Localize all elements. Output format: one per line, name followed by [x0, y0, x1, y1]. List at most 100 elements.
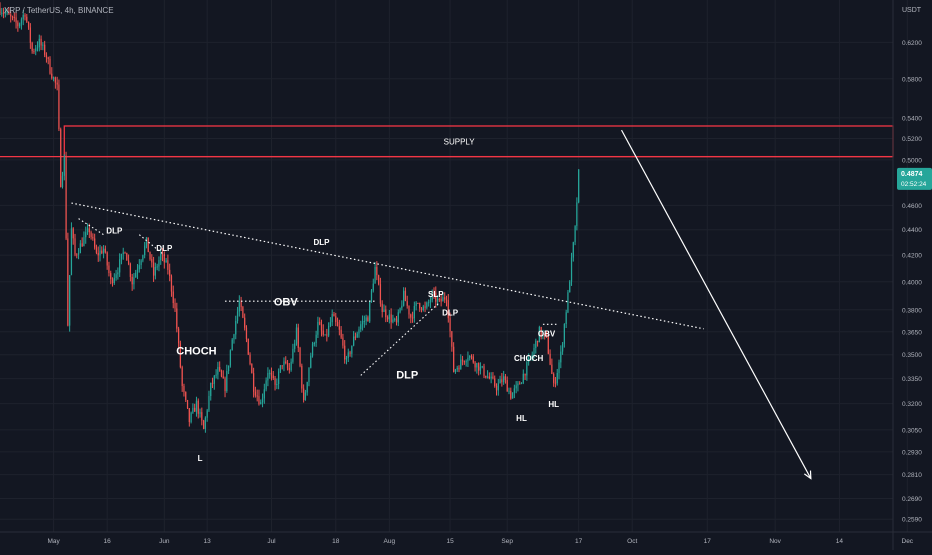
x-tick-label: May	[47, 538, 60, 545]
candle-body	[251, 364, 253, 374]
candle-body	[235, 320, 237, 335]
candle-body	[11, 16, 14, 18]
candle-body	[81, 243, 83, 247]
candle-body	[304, 392, 307, 400]
candle-body	[351, 345, 353, 354]
candle-body	[22, 14, 24, 20]
candle-body	[467, 357, 469, 362]
candle-body	[72, 228, 74, 239]
candle-body	[510, 390, 512, 399]
candle-body	[349, 352, 351, 354]
candle-body	[220, 370, 223, 377]
candle-body	[431, 292, 433, 301]
candle-body	[419, 302, 421, 309]
candle-body	[129, 263, 132, 277]
y-tick-label: 0.5000	[902, 157, 922, 164]
candle-body	[365, 317, 367, 322]
annotation-label: DLP	[396, 370, 418, 382]
grid	[0, 0, 908, 532]
candle-body	[263, 389, 265, 399]
candle-body	[92, 236, 94, 239]
candle-body	[195, 400, 198, 412]
candle-body	[94, 238, 96, 248]
candle-body	[236, 311, 239, 321]
candle-body	[231, 339, 233, 351]
candle-body	[311, 343, 314, 356]
candle-body	[192, 407, 194, 413]
candle-body	[361, 321, 364, 325]
candle-body	[276, 384, 278, 386]
candle-body	[438, 298, 440, 300]
candle-body	[563, 323, 566, 344]
candle-body	[151, 259, 153, 263]
candle-body	[160, 253, 162, 261]
candle-body	[224, 378, 226, 392]
candle-body	[479, 366, 482, 371]
candle-body	[354, 336, 357, 338]
candle-body	[240, 301, 242, 308]
projection-arrow-line	[621, 129, 812, 479]
candle-body	[372, 283, 374, 291]
candle-body	[499, 379, 501, 384]
x-tick-label: 16	[104, 538, 112, 545]
candle-body	[335, 316, 337, 323]
x-tick-label: Oct	[627, 538, 637, 545]
candle-body	[211, 382, 214, 384]
candle-body	[270, 372, 273, 376]
candle-body	[553, 373, 555, 383]
candle-body	[578, 169, 580, 203]
candle-body	[188, 408, 190, 423]
candle-body	[336, 322, 339, 327]
candle-body	[322, 330, 324, 335]
bar-countdown: 02:52:24	[901, 181, 927, 188]
candle-body	[179, 343, 182, 368]
candle-body	[347, 352, 349, 358]
candle-body	[470, 356, 473, 358]
candle-body	[458, 367, 460, 370]
candle-body	[135, 272, 137, 278]
candle-body	[279, 365, 282, 372]
candle-body	[356, 333, 358, 338]
candle-body	[465, 361, 467, 363]
candle-body	[144, 245, 146, 256]
y-tick-label: 0.2810	[902, 472, 922, 479]
candles	[0, 2, 580, 433]
candle-body	[560, 351, 562, 363]
candle-body	[381, 303, 383, 312]
candle-body	[258, 396, 260, 405]
candle-body	[6, 11, 8, 13]
trendline	[71, 202, 704, 330]
annotation-label: OBV	[274, 296, 299, 308]
candle-body	[320, 324, 323, 331]
candle-body	[124, 252, 126, 254]
y-tick-label: 0.4400	[902, 227, 922, 234]
candle-body	[174, 303, 176, 309]
candle-body	[565, 312, 567, 324]
candle-body	[520, 382, 523, 384]
candle-body	[54, 77, 56, 83]
projection-arrow-head	[803, 470, 812, 480]
candle-body	[4, 12, 6, 14]
candle-body	[569, 281, 571, 293]
candle-body	[331, 313, 333, 323]
annotation-label: HL	[516, 414, 527, 423]
candle-body	[340, 329, 342, 338]
candle-body	[453, 346, 455, 372]
candle-body	[386, 317, 389, 320]
candle-body	[528, 358, 530, 362]
candle-body	[545, 334, 548, 336]
annotation-label: DLP	[106, 226, 123, 235]
candle-body	[70, 228, 73, 276]
candle-body	[533, 347, 535, 355]
candle-body	[126, 253, 128, 261]
candle-body	[29, 27, 31, 43]
candle-body	[472, 356, 474, 363]
candle-body	[490, 376, 492, 379]
candle-body	[497, 383, 499, 391]
candle-body	[113, 277, 115, 284]
candle-body	[106, 252, 108, 266]
candle-body	[277, 371, 280, 385]
y-tick-label: 0.3500	[902, 352, 922, 359]
